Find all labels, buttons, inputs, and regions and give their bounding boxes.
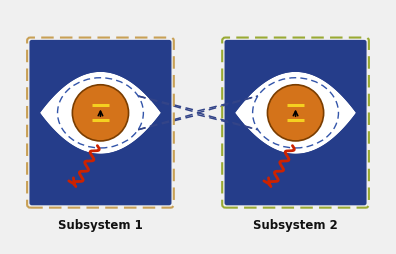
Polygon shape: [235, 73, 356, 154]
Text: Subsystem 1: Subsystem 1: [58, 218, 143, 231]
Polygon shape: [235, 113, 356, 203]
Polygon shape: [235, 43, 356, 113]
Polygon shape: [40, 73, 161, 154]
Polygon shape: [40, 43, 161, 113]
FancyBboxPatch shape: [225, 41, 367, 205]
FancyBboxPatch shape: [29, 41, 171, 205]
Text: Subsystem 2: Subsystem 2: [253, 218, 338, 231]
Polygon shape: [40, 113, 161, 203]
Circle shape: [267, 85, 324, 141]
Circle shape: [72, 85, 129, 141]
